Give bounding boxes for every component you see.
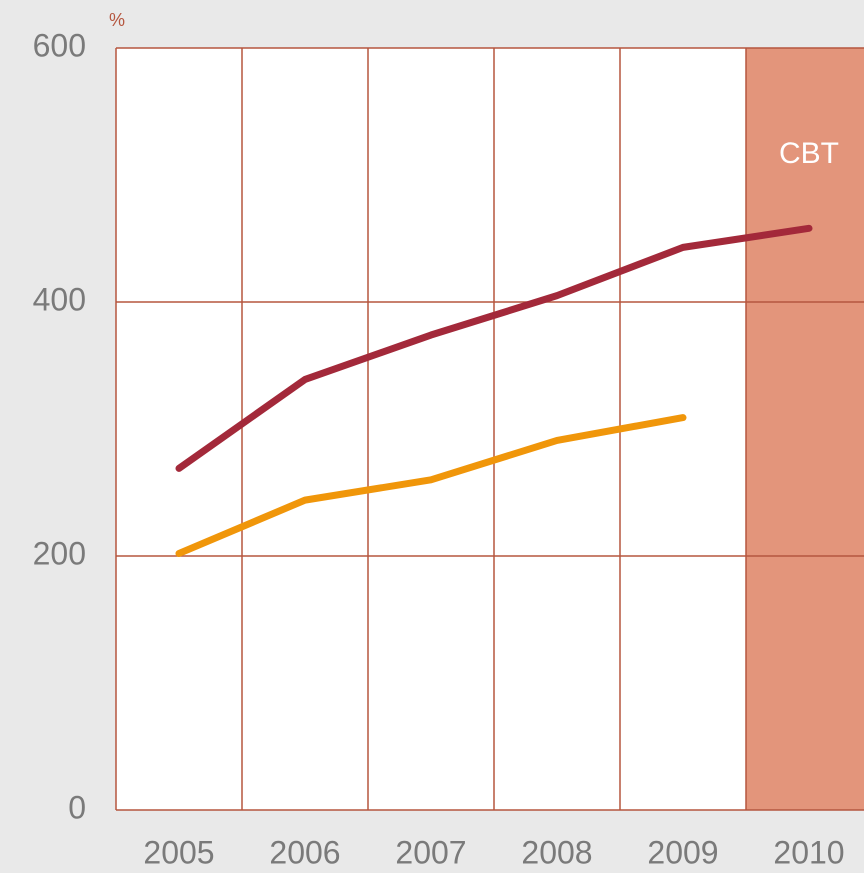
unit-label: %: [109, 10, 125, 30]
x-tick-label: 2010: [773, 834, 844, 870]
series-line: [175, 414, 687, 557]
y-tick-label: 0: [68, 789, 86, 825]
y-tick-label: 400: [33, 281, 86, 317]
y-tick-label: 200: [33, 535, 86, 571]
x-tick-label: 2005: [143, 834, 214, 870]
highlight-band: [746, 48, 864, 810]
highlight-label: CBT: [779, 137, 839, 170]
x-tick-label: 2009: [647, 834, 718, 870]
series-line: [175, 224, 813, 472]
x-tick-label: 2008: [521, 834, 592, 870]
y-tick-label: 600: [33, 27, 86, 63]
x-tick-label: 2006: [269, 834, 340, 870]
x-tick-label: 2007: [395, 834, 466, 870]
